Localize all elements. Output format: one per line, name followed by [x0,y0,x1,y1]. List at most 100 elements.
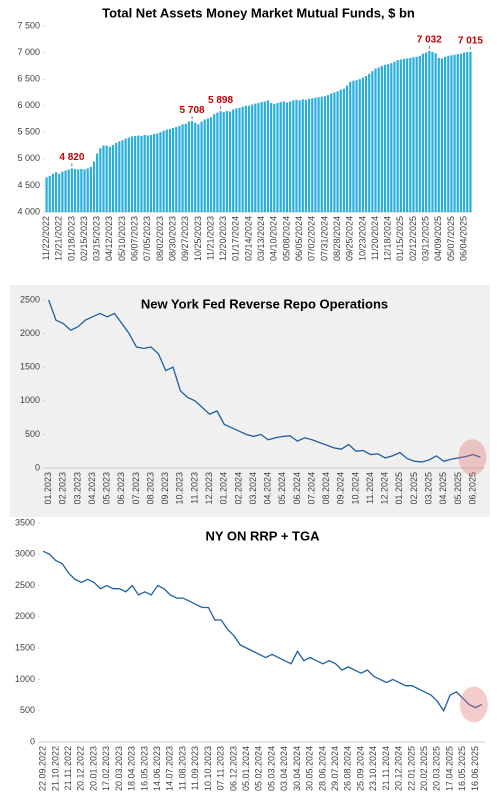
y-tick-label: 4 500 [17,180,40,190]
bar [279,101,282,212]
y-tick-label: 5 000 [17,153,40,163]
bar [263,101,266,212]
x-tick-label: 29.07.2024 [330,746,340,791]
bar [282,101,285,212]
bar [222,112,225,212]
x-tick-label: 04.2024 [263,472,273,505]
bar [368,73,371,212]
x-tick-label: 03.2025 [424,472,434,505]
x-tick-label: 05/07/2025 [446,216,456,261]
y-tick-label: 500 [25,429,40,439]
bar [118,141,121,212]
x-tick-label: 01/17/2024 [231,216,241,261]
x-tick-label: 17.02.2023 [101,746,111,791]
bar [178,125,181,212]
x-tick-label: 11/22/2022 [41,216,51,260]
line-series [42,550,483,713]
bar [358,79,361,213]
x-tick-label: 03.2024 [248,472,258,505]
x-tick-label: 02.2025 [409,472,419,505]
x-tick-label: 07.11.2023 [216,746,226,790]
bar [323,96,327,212]
bar [330,93,333,212]
bar [345,85,349,212]
bar [168,129,172,212]
bar [92,161,96,212]
chart-title: NY ON RRP + TGA [205,528,320,543]
bar [431,52,434,212]
bar [456,54,459,213]
x-tick-label: 23.10.2024 [368,746,378,791]
bar [83,169,86,212]
x-tick-label: 10.10.2023 [203,746,213,791]
bar [203,119,206,212]
x-tick-label: 20.03.2023 [114,746,124,791]
highlight-circle [459,686,488,723]
bar [247,105,251,212]
bar [187,121,191,212]
x-tick-label: 01.2025 [394,472,404,505]
bar [466,52,469,212]
x-tick-label: 07/05/2023 [142,216,152,261]
y-tick-label: 500 [20,705,35,715]
bar [54,172,58,212]
x-tick-label: 10/23/2024 [357,216,367,261]
y-tick-label: 6 500 [17,74,40,84]
bar [48,175,51,212]
bar [206,118,209,212]
x-tick-label: 21.10.2022 [50,746,60,791]
x-tick-label: 05.01.2024 [241,746,251,791]
bar [143,134,146,212]
bar [453,54,456,212]
x-tick-label: 04/12/2023 [104,216,114,261]
bar [99,148,102,212]
bar [96,153,99,212]
bar [146,135,149,212]
x-tick-label: 03/13/2024 [256,216,266,261]
bar [361,77,364,212]
bar [200,121,203,212]
bar [440,58,444,212]
x-tick-label: 07.2023 [131,472,141,505]
bar [444,56,447,212]
x-tick-label: 07.2024 [306,472,316,505]
bar [80,168,83,212]
bar [61,171,64,212]
bar [108,146,111,212]
bar [257,103,260,212]
x-tick-label: 16.05.2023 [139,746,149,791]
bar [412,57,415,213]
panel-background [10,285,490,517]
bar [165,129,168,212]
x-tick-label: 02/12/2025 [408,216,418,261]
x-tick-label: 20.03.2025 [432,746,442,791]
bar [336,91,339,212]
bar [402,58,406,212]
bar [383,64,387,213]
bar [105,145,108,212]
y-tick-label: 1500 [20,362,40,372]
x-tick-label: 09.2024 [336,472,346,505]
bar [349,81,352,212]
x-tick-label: 28.06.2024 [317,746,327,791]
y-tick-label: 5 500 [17,127,40,137]
bar [469,51,472,212]
bar [447,55,450,213]
x-tick-label: 11/21/2023 [205,216,215,260]
bar [333,92,336,212]
x-tick-label: 22.09.2022 [38,746,48,791]
bar [339,89,342,212]
y-tick-label: 0 [35,462,40,472]
bar [225,111,228,212]
x-tick-label: 06.2023 [116,472,126,505]
bar [181,124,184,212]
bar [393,61,396,212]
bar [317,97,320,212]
bar [421,53,425,213]
x-tick-label: 01.2024 [219,472,229,505]
bar [276,103,279,212]
bar [232,109,235,212]
x-tick-label: 03/12/2025 [421,216,431,261]
x-tick-label: 21.11.2022 [63,746,73,790]
